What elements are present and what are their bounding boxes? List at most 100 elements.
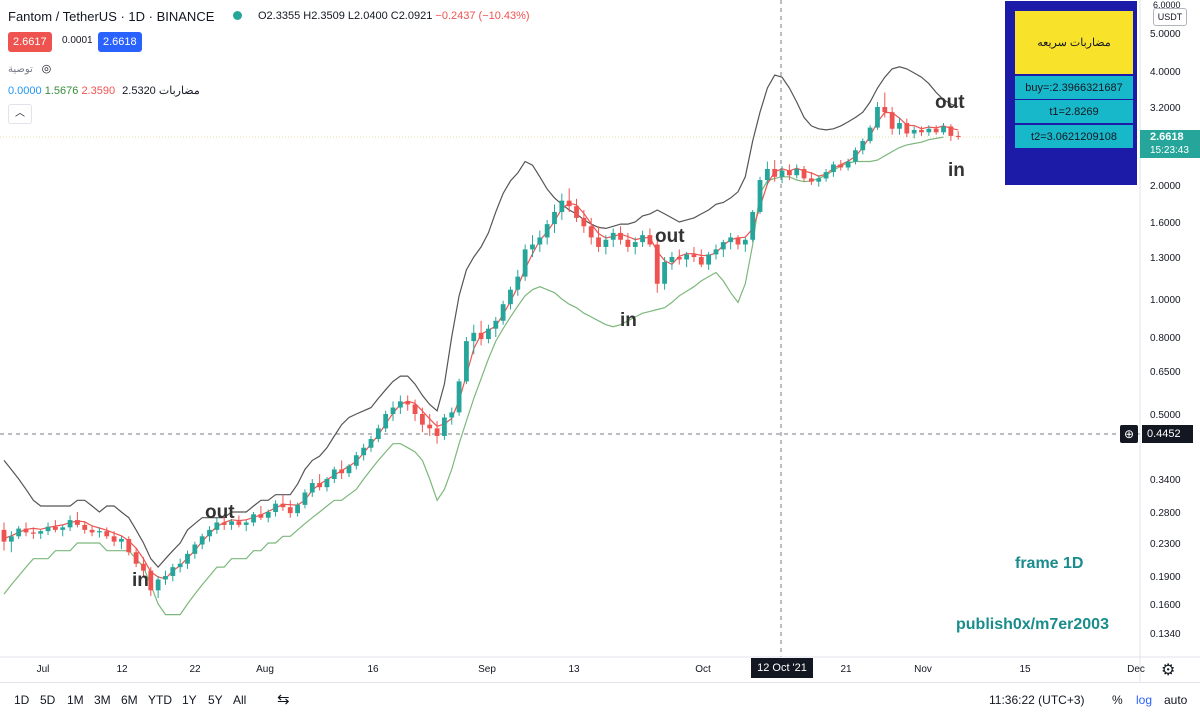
candle-body: [287, 507, 293, 514]
candle-body: [265, 512, 271, 518]
candle-body: [309, 483, 315, 493]
range-5y-button[interactable]: 5Y: [208, 693, 223, 707]
candle-body: [669, 257, 675, 263]
time-tick-label: Aug: [256, 664, 274, 675]
candle-body: [60, 527, 66, 530]
candle-body: [853, 150, 858, 162]
candle-body: [875, 107, 880, 128]
candle-body: [728, 237, 734, 243]
candle-body: [794, 168, 800, 176]
range-3m-button[interactable]: 3M: [94, 693, 111, 707]
candle-body: [508, 289, 513, 305]
ohlc-open: O2.3355: [258, 10, 301, 22]
goto-date-icon[interactable]: ⇆: [277, 691, 290, 708]
hide-eye-icon[interactable]: ◎: [41, 63, 52, 75]
candle-body: [911, 129, 917, 134]
candle-body: [236, 521, 242, 525]
buy-price-button[interactable]: 2.6618: [98, 32, 142, 52]
range-5d-button[interactable]: 5D: [40, 693, 56, 707]
indicator-recommendation[interactable]: توصية ◎: [8, 62, 51, 75]
price-tick-label: 0.1340: [1150, 629, 1181, 640]
candle-body: [515, 276, 521, 290]
candle-body: [530, 244, 535, 250]
collapse-chevron-icon[interactable]: ︿: [8, 104, 32, 124]
candle-body: [640, 235, 645, 243]
candle-body: [163, 576, 168, 580]
candle-body: [706, 254, 712, 265]
upper-band-line: [3, 66, 959, 569]
price-tick-label: 4.0000: [1150, 67, 1181, 78]
candle-body: [684, 254, 690, 260]
auto-toggle[interactable]: auto: [1164, 693, 1188, 707]
candle-body: [52, 526, 58, 530]
range-all-button[interactable]: All: [233, 693, 247, 707]
clock-time[interactable]: 11:36:22 (UTC+3): [989, 693, 1085, 707]
candle-body: [493, 320, 499, 329]
candle-body: [229, 521, 234, 525]
candle-body: [809, 178, 814, 182]
candle-body: [801, 168, 807, 179]
candle-body: [933, 128, 939, 133]
time-tick-label: 21: [840, 664, 852, 675]
candle-body: [698, 257, 704, 265]
range-1m-button[interactable]: 1M: [67, 693, 84, 707]
candle-body: [647, 235, 653, 245]
time-tick-label: Jul: [37, 664, 50, 675]
candle-body: [757, 180, 763, 212]
info-t1: t1=2.8269: [1015, 99, 1133, 123]
add-alert-plus-icon[interactable]: ⊕: [1120, 425, 1138, 443]
candle-body: [904, 123, 910, 134]
ohlc-change: −0.2437 (−10.43%): [435, 10, 530, 22]
candle-body: [720, 242, 726, 250]
candle-body: [867, 127, 873, 141]
candle-body: [442, 417, 447, 436]
time-tick-label: Nov: [914, 664, 932, 675]
candle-body: [221, 522, 227, 525]
candle-body: [750, 211, 756, 240]
candle-body: [185, 553, 190, 564]
candle-body: [8, 536, 14, 542]
candle-body: [955, 135, 961, 137]
publish-label: publish0x/m7er2003: [956, 616, 1109, 633]
candle-body: [522, 249, 528, 277]
candle-body: [926, 128, 932, 133]
settings-gear-icon[interactable]: ⚙: [1161, 662, 1176, 679]
range-1d-button[interactable]: 1D: [14, 693, 30, 707]
candle-body: [38, 531, 44, 534]
candle-body: [838, 164, 844, 168]
currency-button[interactable]: USDT: [1153, 8, 1187, 26]
candle-body: [155, 579, 161, 591]
range-ytd-button[interactable]: YTD: [148, 693, 172, 707]
candle-body: [464, 341, 469, 382]
candle-body: [397, 401, 403, 408]
candle-body: [390, 407, 396, 414]
symbol-title[interactable]: Fantom / TetherUS · 1D · BINANCE: [8, 9, 215, 24]
log-toggle[interactable]: log: [1136, 693, 1153, 707]
indicator-speculation-label: مضاربات: [158, 85, 200, 97]
candle-body: [434, 428, 440, 436]
candle-body: [16, 528, 22, 537]
price-tick-label: 0.3400: [1150, 475, 1181, 486]
price-tick-label: 0.8000: [1150, 333, 1181, 344]
candle-body: [625, 239, 631, 247]
candle-body: [654, 244, 660, 284]
price-tick-label: 1.6000: [1150, 218, 1181, 229]
candle-body: [192, 544, 198, 554]
annotation-in: in: [620, 310, 637, 331]
candle-body: [596, 237, 601, 247]
candle-body: [500, 304, 506, 321]
range-1y-button[interactable]: 1Y: [182, 693, 197, 707]
candle-body: [82, 524, 88, 530]
candle-body: [405, 401, 411, 405]
info-table-title: مضاربات سريعه: [1015, 11, 1133, 74]
sell-price-button[interactable]: 2.6617: [8, 32, 52, 52]
candle-body: [368, 439, 374, 448]
time-tick-label: 13: [568, 664, 580, 675]
indicator-speculation[interactable]: مضاربات 2.5320 2.3590 1.5676 0.0000: [8, 84, 200, 97]
candle-body: [214, 522, 220, 530]
candle-body: [574, 206, 579, 218]
range-6m-button[interactable]: 6M: [121, 693, 138, 707]
percent-toggle[interactable]: %: [1112, 693, 1123, 707]
candle-body: [324, 479, 330, 488]
